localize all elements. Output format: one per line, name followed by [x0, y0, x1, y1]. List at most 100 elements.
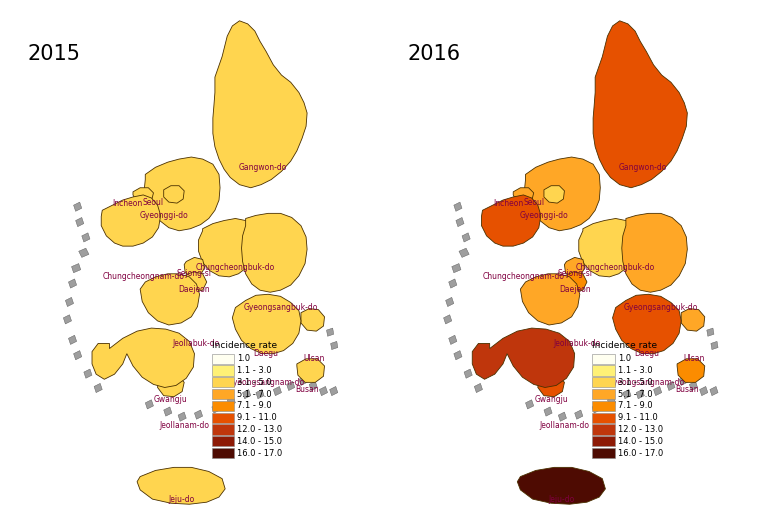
Polygon shape: [667, 381, 675, 391]
Polygon shape: [481, 195, 541, 246]
Text: Jeju-do: Jeju-do: [168, 495, 194, 504]
Polygon shape: [544, 407, 553, 416]
Polygon shape: [137, 468, 225, 504]
Polygon shape: [256, 390, 264, 399]
Polygon shape: [140, 274, 199, 325]
Polygon shape: [213, 21, 307, 188]
Text: Jeollabuk-do: Jeollabuk-do: [553, 339, 601, 348]
Polygon shape: [679, 376, 688, 385]
Polygon shape: [164, 407, 172, 416]
Polygon shape: [521, 274, 580, 325]
Text: 9.1 - 11.0: 9.1 - 11.0: [237, 413, 277, 422]
Polygon shape: [592, 404, 601, 413]
Text: 1.0: 1.0: [237, 354, 251, 363]
FancyBboxPatch shape: [212, 424, 234, 435]
Polygon shape: [75, 218, 84, 226]
Text: 12.0 - 13.0: 12.0 - 13.0: [618, 425, 663, 434]
Text: Daejeon: Daejeon: [178, 285, 210, 293]
Text: Sejong-si: Sejong-si: [177, 269, 212, 278]
Polygon shape: [199, 219, 258, 277]
Text: Busan: Busan: [676, 385, 699, 394]
Polygon shape: [525, 157, 601, 231]
Polygon shape: [561, 272, 587, 292]
Polygon shape: [700, 386, 708, 396]
Polygon shape: [212, 404, 220, 413]
Polygon shape: [101, 195, 161, 246]
Polygon shape: [195, 410, 203, 419]
Text: 5.1 - 7.0: 5.1 - 7.0: [618, 390, 653, 399]
FancyBboxPatch shape: [592, 366, 615, 376]
Polygon shape: [608, 397, 615, 406]
Polygon shape: [64, 315, 71, 324]
FancyBboxPatch shape: [592, 448, 615, 458]
Polygon shape: [452, 264, 461, 273]
FancyBboxPatch shape: [212, 401, 234, 411]
Polygon shape: [518, 468, 605, 504]
FancyBboxPatch shape: [592, 377, 615, 388]
Polygon shape: [459, 248, 469, 257]
Polygon shape: [71, 264, 81, 273]
Polygon shape: [464, 369, 473, 378]
Text: 7.1 - 9.0: 7.1 - 9.0: [237, 402, 272, 411]
Text: Seoul: Seoul: [523, 198, 544, 207]
FancyBboxPatch shape: [212, 413, 234, 423]
Text: Incheon: Incheon: [493, 199, 523, 208]
Text: 5.1 - 7.0: 5.1 - 7.0: [237, 390, 272, 399]
Text: 14.0 - 15.0: 14.0 - 15.0: [618, 437, 663, 446]
FancyBboxPatch shape: [212, 354, 234, 364]
Text: Gwangju: Gwangju: [534, 395, 568, 404]
Polygon shape: [330, 386, 338, 396]
Text: 1.0: 1.0: [618, 354, 631, 363]
Polygon shape: [622, 213, 688, 292]
Text: Jeju-do: Jeju-do: [548, 495, 574, 504]
Polygon shape: [544, 186, 564, 203]
Text: 12.0 - 13.0: 12.0 - 13.0: [237, 425, 282, 434]
Polygon shape: [538, 374, 564, 397]
Polygon shape: [299, 376, 307, 385]
Text: Incidence rate: Incidence rate: [592, 340, 657, 349]
Polygon shape: [145, 400, 154, 409]
FancyBboxPatch shape: [212, 377, 234, 388]
Polygon shape: [473, 328, 575, 388]
Polygon shape: [227, 397, 235, 406]
Text: Gyeongsangnam-do: Gyeongsangnam-do: [227, 378, 305, 387]
Polygon shape: [564, 257, 585, 277]
Polygon shape: [133, 188, 154, 204]
FancyBboxPatch shape: [212, 436, 234, 446]
Polygon shape: [653, 386, 662, 396]
Polygon shape: [68, 335, 77, 345]
Text: 3.1 - 5.0: 3.1 - 5.0: [618, 378, 653, 387]
Text: Gyeongsangnam-do: Gyeongsangnam-do: [608, 378, 685, 387]
Polygon shape: [612, 294, 681, 354]
Text: Jeollanam-do: Jeollanam-do: [159, 421, 210, 430]
Polygon shape: [301, 309, 324, 331]
Text: Gyeonggi-do: Gyeonggi-do: [140, 211, 188, 220]
Polygon shape: [81, 233, 90, 242]
Polygon shape: [689, 381, 698, 391]
Polygon shape: [144, 157, 220, 231]
FancyBboxPatch shape: [592, 354, 615, 364]
Polygon shape: [445, 298, 454, 306]
FancyBboxPatch shape: [592, 413, 615, 423]
Polygon shape: [456, 218, 464, 226]
Text: Gyeongsangbuk-do: Gyeongsangbuk-do: [624, 303, 698, 312]
Polygon shape: [297, 359, 324, 382]
Text: Chungcheongnam-do: Chungcheongnam-do: [102, 272, 184, 281]
Text: Gangwon-do: Gangwon-do: [239, 163, 287, 172]
Polygon shape: [78, 248, 89, 257]
Text: 2016: 2016: [407, 44, 461, 64]
Text: Gyeongsangbuk-do: Gyeongsangbuk-do: [244, 303, 317, 312]
Text: 1.1 - 3.0: 1.1 - 3.0: [237, 366, 272, 375]
Text: Gangwon-do: Gangwon-do: [619, 163, 667, 172]
Text: Jeollanam-do: Jeollanam-do: [539, 421, 590, 430]
Text: Chungcheongbuk-do: Chungcheongbuk-do: [576, 263, 655, 272]
Text: Seoul: Seoul: [143, 198, 164, 207]
Text: Chungcheongbuk-do: Chungcheongbuk-do: [196, 263, 275, 272]
Text: 3.1 - 5.0: 3.1 - 5.0: [237, 378, 272, 387]
Polygon shape: [636, 390, 644, 399]
Polygon shape: [513, 188, 534, 204]
Polygon shape: [474, 383, 483, 393]
Polygon shape: [681, 309, 705, 331]
Polygon shape: [68, 279, 77, 288]
Polygon shape: [181, 272, 206, 292]
